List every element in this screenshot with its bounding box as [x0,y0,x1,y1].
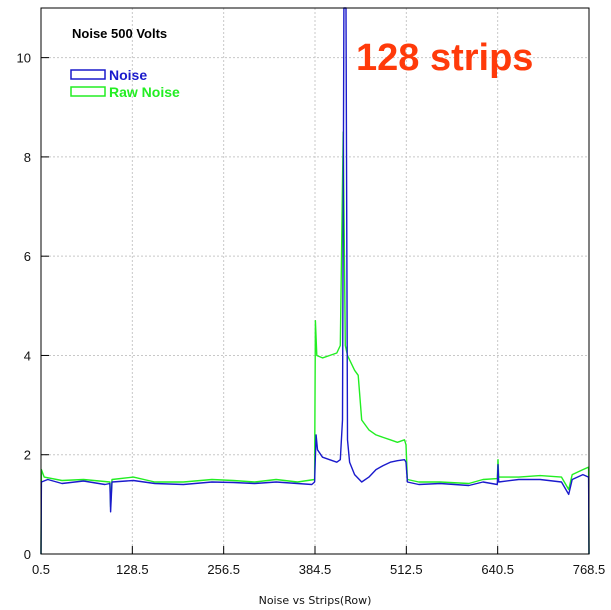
x-tick-label: 768.5 [573,562,606,577]
y-tick-label: 6 [24,249,31,264]
y-tick-label: 8 [24,150,31,165]
legend-label-noise: Noise [109,67,147,83]
x-axis-ticks: 0.5 128.5 256.5 384.5 512.5 640.5 768.5 [32,546,605,577]
chart-title: Noise 500 Volts [72,26,167,41]
legend-label-raw-noise: Raw Noise [109,84,180,100]
x-tick-label: 256.5 [207,562,240,577]
y-axis-ticks: 0 2 4 6 8 10 [17,51,49,562]
y-tick-label: 0 [24,547,31,562]
y-tick-label: 2 [24,448,31,463]
legend-swatch-raw-noise [70,86,106,97]
x-tick-label: 128.5 [116,562,149,577]
x-tick-label: 0.5 [32,562,50,577]
y-tick-label: 10 [17,51,31,66]
x-tick-label: 384.5 [299,562,332,577]
x-tick-label: 512.5 [390,562,423,577]
annotation-128-strips: 128 strips [356,37,533,79]
y-tick-label: 4 [24,348,31,363]
legend-swatch-noise [70,69,106,80]
x-axis-label: Noise vs Strips(Row) [259,594,372,607]
legend: Noise Raw Noise [70,67,180,100]
x-tick-label: 640.5 [481,562,514,577]
